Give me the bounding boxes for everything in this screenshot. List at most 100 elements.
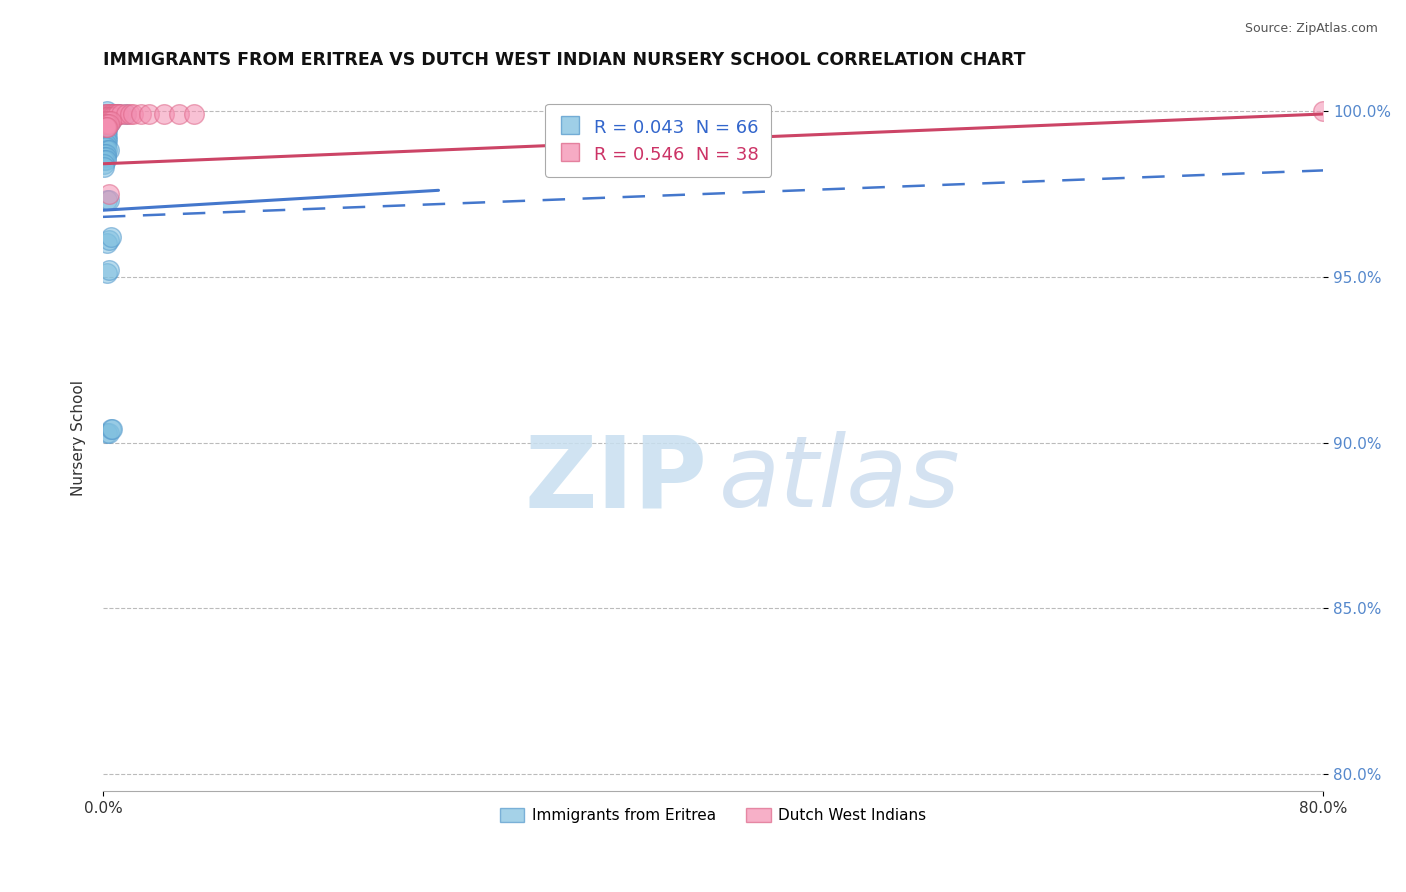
- Point: [98, 425, 121, 440]
- Point: [101, 422, 124, 436]
- Point: [98, 113, 121, 128]
- Point: [98, 186, 121, 201]
- Point: [96, 120, 118, 135]
- Point: [96, 123, 118, 137]
- Point: [93, 130, 115, 145]
- Point: [93, 127, 115, 141]
- Point: [93, 160, 115, 174]
- Point: [94, 113, 117, 128]
- Text: Source: ZipAtlas.com: Source: ZipAtlas.com: [1244, 22, 1378, 36]
- Y-axis label: Nursery School: Nursery School: [72, 379, 86, 496]
- Point: [94, 111, 117, 125]
- Point: [93, 107, 115, 121]
- Point: [96, 111, 118, 125]
- Point: [94, 117, 117, 131]
- Point: [96, 107, 118, 121]
- Point: [153, 107, 176, 121]
- Point: [167, 107, 190, 121]
- Point: [98, 113, 121, 128]
- Point: [122, 107, 145, 121]
- Point: [96, 111, 118, 125]
- Point: [120, 107, 142, 121]
- Point: [96, 266, 118, 280]
- Point: [94, 130, 117, 145]
- Point: [100, 111, 122, 125]
- Point: [94, 107, 117, 121]
- Point: [101, 107, 124, 121]
- Point: [98, 263, 121, 277]
- Point: [96, 120, 118, 135]
- Point: [96, 103, 118, 118]
- Point: [94, 123, 117, 137]
- Point: [100, 107, 122, 121]
- Point: [94, 153, 117, 168]
- Text: atlas: atlas: [720, 432, 960, 528]
- Point: [110, 107, 132, 121]
- Point: [94, 107, 117, 121]
- Point: [93, 150, 115, 164]
- Point: [101, 107, 124, 121]
- Point: [93, 134, 115, 148]
- Point: [96, 130, 118, 145]
- Point: [93, 146, 115, 161]
- Point: [183, 107, 205, 121]
- Point: [94, 134, 117, 148]
- Text: IMMIGRANTS FROM ERITREA VS DUTCH WEST INDIAN NURSERY SCHOOL CORRELATION CHART: IMMIGRANTS FROM ERITREA VS DUTCH WEST IN…: [103, 51, 1025, 69]
- Legend: Immigrants from Eritrea, Dutch West Indians: Immigrants from Eritrea, Dutch West Indi…: [494, 802, 932, 830]
- Point: [1312, 103, 1334, 118]
- Point: [98, 144, 121, 158]
- Point: [93, 123, 115, 137]
- Point: [104, 107, 127, 121]
- Point: [107, 107, 129, 121]
- Point: [94, 117, 117, 131]
- Point: [103, 107, 125, 121]
- Point: [96, 113, 118, 128]
- Point: [104, 107, 127, 121]
- Point: [96, 236, 118, 251]
- Point: [103, 111, 125, 125]
- Point: [94, 127, 117, 141]
- Point: [98, 194, 121, 208]
- Point: [96, 117, 118, 131]
- Point: [94, 136, 117, 151]
- Point: [103, 107, 125, 121]
- Point: [96, 425, 118, 440]
- Point: [93, 117, 115, 131]
- Point: [96, 134, 118, 148]
- Point: [98, 117, 121, 131]
- Point: [93, 111, 115, 125]
- Point: [93, 140, 115, 154]
- Point: [138, 107, 160, 121]
- Point: [94, 146, 117, 161]
- Point: [94, 113, 117, 128]
- Point: [107, 107, 129, 121]
- Point: [94, 111, 117, 125]
- Point: [94, 120, 117, 135]
- Point: [114, 107, 136, 121]
- Point: [105, 107, 128, 121]
- Point: [100, 113, 122, 128]
- Point: [129, 107, 152, 121]
- Point: [98, 107, 121, 121]
- Point: [96, 144, 118, 158]
- Point: [98, 107, 121, 121]
- Point: [94, 140, 117, 154]
- Point: [94, 150, 117, 164]
- Point: [98, 111, 121, 125]
- Point: [98, 233, 121, 247]
- Point: [96, 113, 118, 128]
- Point: [107, 107, 129, 121]
- Point: [100, 113, 122, 128]
- Point: [93, 153, 115, 168]
- Point: [100, 111, 122, 125]
- Point: [105, 107, 128, 121]
- Point: [96, 194, 118, 208]
- Point: [101, 111, 124, 125]
- Point: [93, 136, 115, 151]
- Point: [96, 117, 118, 131]
- Point: [98, 111, 121, 125]
- Point: [100, 107, 122, 121]
- Point: [114, 107, 136, 121]
- Point: [100, 229, 122, 244]
- Point: [93, 157, 115, 171]
